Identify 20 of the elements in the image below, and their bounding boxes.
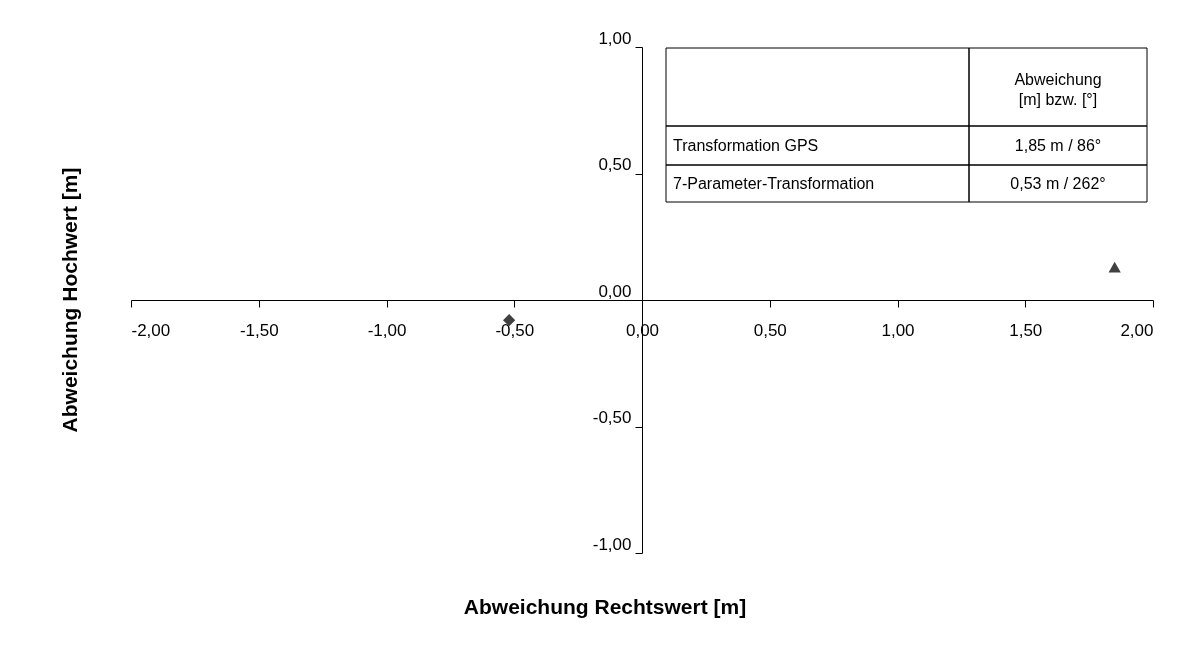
x-tick-label: -2,00	[131, 320, 171, 340]
annotation: 7-Parameter-Transformation	[673, 174, 875, 192]
x-tick-label: 0,50	[753, 320, 787, 340]
x-tick-label: 2,00	[1120, 320, 1154, 340]
y-tick-label: 0,50	[598, 155, 632, 174]
x-tick-label: -1,00	[367, 320, 407, 340]
y-tick-label: 1,00	[598, 28, 632, 48]
annotation: 1,85 m / 86°	[1014, 136, 1102, 154]
annotation: 0,53 m / 262°	[1010, 174, 1106, 192]
y-axis-title: Abweichung Hochwert [m]	[58, 167, 81, 433]
x-axis-title: Abweichung Rechtswert [m]	[463, 595, 747, 618]
y-tick-label: 0,00	[598, 281, 632, 301]
x-tick-label: 1,00	[881, 320, 915, 340]
x-tick-label: 1,50	[1009, 320, 1043, 340]
x-tick-label: -1,50	[239, 320, 279, 340]
annotation: Transformation GPS	[673, 136, 819, 154]
y-tick-label: -0,50	[592, 408, 632, 427]
x-tick-label: -0,50	[495, 320, 535, 340]
y-tick-label: -1,00	[592, 534, 632, 554]
annotation: Abweichung [m] bzw. [°]	[1014, 71, 1102, 108]
